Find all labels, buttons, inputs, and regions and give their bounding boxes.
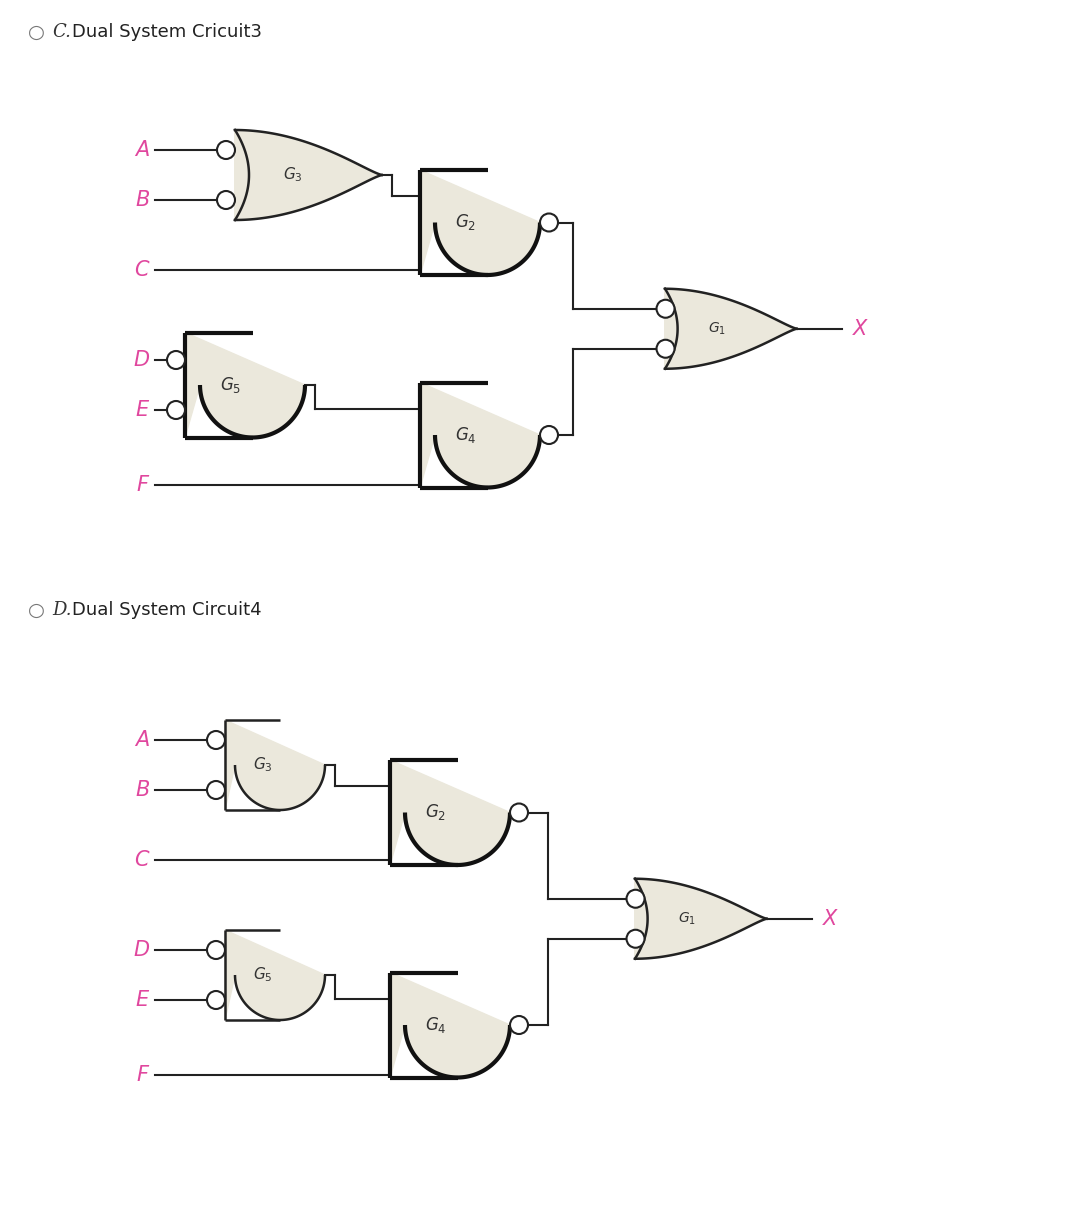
Polygon shape <box>635 878 766 959</box>
Text: $G_2$: $G_2$ <box>425 802 446 823</box>
Text: $G_2$: $G_2$ <box>455 213 476 232</box>
Text: D.: D. <box>52 602 72 618</box>
Polygon shape <box>185 332 305 437</box>
Text: $X$: $X$ <box>852 319 869 338</box>
Text: ○: ○ <box>28 23 45 41</box>
Circle shape <box>627 930 644 948</box>
Text: $B$: $B$ <box>135 780 150 800</box>
Circle shape <box>207 782 225 798</box>
Circle shape <box>510 1016 528 1034</box>
Text: $G_4$: $G_4$ <box>455 425 476 445</box>
Polygon shape <box>225 930 325 1020</box>
Text: $F$: $F$ <box>136 475 150 495</box>
Text: $G_5$: $G_5$ <box>220 374 241 395</box>
Circle shape <box>217 141 235 159</box>
Text: $G_5$: $G_5$ <box>254 965 273 985</box>
Text: Dual System Circuit4: Dual System Circuit4 <box>72 602 262 618</box>
Text: $E$: $E$ <box>135 991 150 1010</box>
Circle shape <box>510 803 528 821</box>
Text: $F$: $F$ <box>136 1065 150 1085</box>
Text: $G_3$: $G_3$ <box>284 165 303 185</box>
Polygon shape <box>235 130 382 220</box>
Text: ○: ○ <box>28 600 45 620</box>
Polygon shape <box>664 289 796 368</box>
Text: $A$: $A$ <box>134 140 150 159</box>
Text: $C$: $C$ <box>134 260 150 280</box>
Text: $G_1$: $G_1$ <box>678 911 697 927</box>
Text: $X$: $X$ <box>822 908 839 929</box>
Text: $C$: $C$ <box>134 850 150 870</box>
Circle shape <box>540 214 557 232</box>
Text: $E$: $E$ <box>135 400 150 420</box>
Text: $A$: $A$ <box>134 730 150 750</box>
Text: C.: C. <box>52 23 71 41</box>
Circle shape <box>207 991 225 1009</box>
Circle shape <box>207 941 225 959</box>
Polygon shape <box>225 720 325 811</box>
Circle shape <box>217 191 235 209</box>
Circle shape <box>207 731 225 749</box>
Polygon shape <box>389 972 510 1078</box>
Polygon shape <box>421 383 540 488</box>
Circle shape <box>627 890 644 907</box>
Circle shape <box>167 401 185 419</box>
Polygon shape <box>389 760 510 865</box>
Text: $G_3$: $G_3$ <box>254 756 273 774</box>
Circle shape <box>657 300 674 318</box>
Circle shape <box>167 352 185 368</box>
Circle shape <box>657 339 674 358</box>
Text: $B$: $B$ <box>135 190 150 210</box>
Polygon shape <box>421 170 540 275</box>
Text: $G_4$: $G_4$ <box>425 1015 446 1035</box>
Text: Dual System Cricuit3: Dual System Cricuit3 <box>72 23 262 41</box>
Circle shape <box>540 426 557 445</box>
Text: $D$: $D$ <box>133 940 150 960</box>
Text: $D$: $D$ <box>133 350 150 370</box>
Text: $G_1$: $G_1$ <box>708 320 727 337</box>
